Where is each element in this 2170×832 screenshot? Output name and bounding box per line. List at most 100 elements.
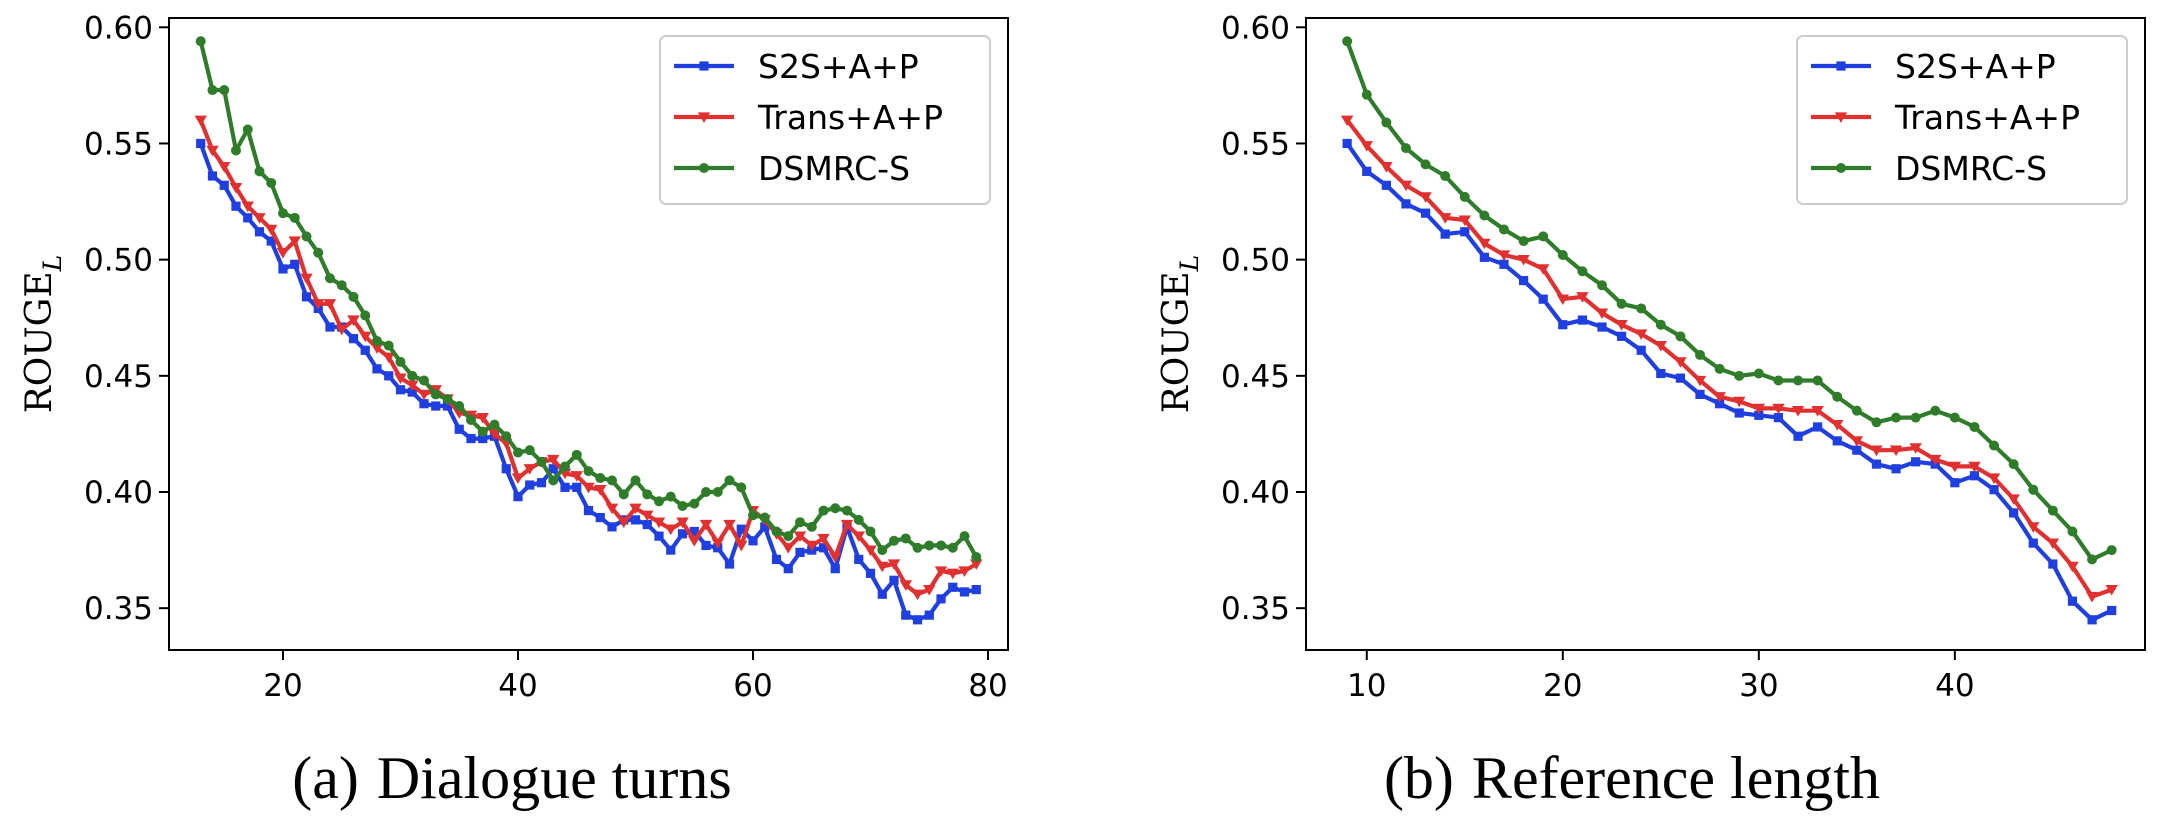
data-point-trans-a-p (300, 273, 313, 285)
data-point-trans-a-p (335, 324, 348, 336)
x-tick-label: 10 (1347, 668, 1386, 704)
data-point-dsmrc-s (1577, 266, 1588, 277)
data-point-dsmrc-s (877, 545, 888, 556)
legend-swatch-marker (697, 112, 711, 123)
data-point-s2s-a-p (1597, 322, 1607, 332)
data-point-trans-a-p (934, 566, 948, 577)
y-tick-label: 0.40 (1221, 475, 1290, 511)
data-point-s2s-a-p (454, 424, 464, 434)
data-point-dsmrc-s (1636, 303, 1647, 314)
data-point-trans-a-p (417, 389, 431, 401)
caption-a: (a) Dialogue turns (292, 745, 732, 811)
data-point-dsmrc-s (889, 535, 900, 546)
data-point-dsmrc-s (701, 487, 712, 497)
x-ticks-a: 20 40 60 80 (263, 650, 1008, 704)
data-point-s2s-a-p (724, 559, 735, 569)
data-point-s2s-a-p (771, 554, 782, 564)
panel-reference-length: 0.35 0.40 0.45 0.50 0.55 0.60 10 20 30 40 ROUGEL… (1156, 10, 2146, 811)
data-point-dsmrc-s (512, 447, 523, 458)
data-point-dsmrc-s (1420, 159, 1431, 170)
data-point-s2s-a-p (548, 464, 558, 474)
data-point-trans-a-p (2105, 584, 2118, 596)
data-point-s2s-a-p (948, 582, 958, 592)
data-point-s2s-a-p (231, 201, 241, 211)
legend-item-dsmrc-s: DSMRC-S (674, 149, 910, 188)
data-point-dsmrc-s (2067, 526, 2078, 537)
data-point-s2s-a-p (1793, 431, 1803, 441)
data-point-trans-a-p (923, 584, 936, 596)
data-point-s2s-a-p (936, 594, 946, 604)
data-point-s2s-a-p (912, 615, 923, 625)
data-point-dsmrc-s (571, 449, 582, 460)
legend-box (659, 35, 991, 205)
data-point-s2s-a-p (783, 564, 793, 574)
data-point-dsmrc-s (1773, 375, 1784, 386)
data-point-s2s-a-p (478, 433, 488, 444)
y-tick-label: 0.50 (84, 243, 153, 279)
data-point-s2s-a-p (924, 610, 934, 620)
legend-label: DSMRC-S (758, 149, 910, 188)
caption-tag: (a) (292, 745, 359, 811)
data-point-dsmrc-s (2106, 545, 2117, 556)
data-point-dsmrc-s (1949, 412, 1960, 423)
legend-item-dsmrc-s: DSMRC-S (1811, 149, 2047, 188)
series-line-trans-a-p (1345, 118, 2114, 599)
data-point-s2s-a-p (1460, 227, 1470, 237)
data-point-dsmrc-s (1753, 368, 1764, 379)
data-point-dsmrc-s (1440, 171, 1451, 181)
data-point-s2s-a-p (395, 385, 406, 395)
data-point-s2s-a-p (889, 575, 899, 585)
legend-a: S2S+A+P Trans+A+P DSMRC-S (659, 35, 991, 205)
data-point-dsmrc-s (324, 273, 335, 284)
data-point-trans-a-p (629, 503, 642, 515)
data-point-trans-a-p (840, 519, 854, 531)
data-point-dsmrc-s (524, 445, 535, 456)
data-point-dsmrc-s (2008, 459, 2019, 470)
data-point-dsmrc-s (1871, 417, 1882, 428)
data-point-s2s-a-p (630, 515, 641, 525)
data-point-trans-a-p (782, 543, 795, 554)
y-axis-label-subscript: L (1175, 255, 1204, 273)
data-point-s2s-a-p (1577, 315, 1587, 325)
data-point-s2s-a-p (572, 482, 582, 492)
data-point-dsmrc-s (642, 489, 653, 500)
data-point-trans-a-p (1674, 357, 1687, 368)
data-point-dsmrc-s (795, 517, 806, 528)
y-ticks-b: 0.35 0.40 0.45 0.50 0.55 0.60 (1221, 10, 1306, 627)
data-point-dsmrc-s (1695, 349, 1706, 360)
data-point-s2s-a-p (701, 540, 711, 551)
data-point-trans-a-p (688, 536, 701, 547)
x-tick-label: 40 (498, 668, 537, 704)
data-point-dsmrc-s (936, 540, 947, 551)
data-point-dsmrc-s (1714, 363, 1725, 374)
data-point-dsmrc-s (442, 394, 453, 405)
data-point-s2s-a-p (1342, 138, 1352, 149)
data-point-trans-a-p (1811, 406, 1824, 417)
data-point-s2s-a-p (1969, 471, 1980, 481)
legend-item-s2s-a-p: S2S+A+P (1811, 47, 2056, 86)
data-point-s2s-a-p (254, 227, 265, 237)
data-point-s2s-a-p (1656, 368, 1666, 379)
data-point-dsmrc-s (371, 335, 382, 346)
data-point-trans-a-p (1576, 292, 1589, 303)
data-point-dsmrc-s (912, 542, 923, 553)
data-point-dsmrc-s (407, 370, 418, 381)
data-point-s2s-a-p (1773, 413, 1784, 423)
data-point-s2s-a-p (877, 589, 887, 599)
data-point-trans-a-p (1752, 403, 1766, 415)
data-point-trans-a-p (370, 343, 384, 354)
data-point-s2s-a-p (207, 171, 218, 181)
legend-item-trans-a-p: Trans+A+P (1811, 98, 2080, 137)
data-point-s2s-a-p (1911, 457, 1921, 467)
data-point-dsmrc-s (607, 475, 618, 486)
data-point-dsmrc-s (865, 526, 876, 537)
data-point-dsmrc-s (219, 85, 230, 96)
data-point-dsmrc-s (583, 466, 594, 477)
data-point-dsmrc-s (1479, 210, 1490, 221)
data-point-dsmrc-s (1675, 331, 1686, 342)
data-point-trans-a-p (1968, 461, 1981, 473)
data-point-trans-a-p (1889, 445, 1903, 457)
data-point-dsmrc-s (336, 280, 347, 291)
y-tick-label: 0.40 (84, 475, 153, 511)
